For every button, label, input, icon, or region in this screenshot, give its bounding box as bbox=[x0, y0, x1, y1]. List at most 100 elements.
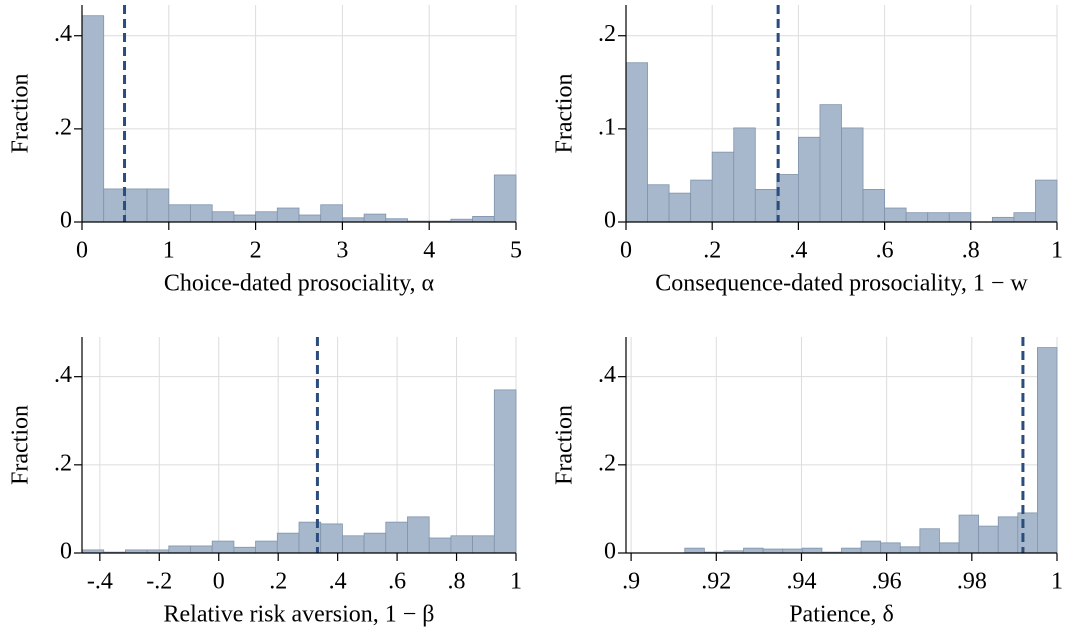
y-axis-label: Fraction bbox=[552, 74, 578, 154]
bar bbox=[884, 207, 907, 223]
x-axis-label: Relative risk aversion, 1 − β bbox=[163, 602, 434, 628]
bar bbox=[363, 532, 387, 554]
y-axis-label: Fraction bbox=[552, 405, 578, 485]
bar bbox=[81, 15, 105, 223]
x-tick-label: 1 bbox=[1051, 569, 1063, 595]
bar bbox=[168, 545, 191, 554]
bar bbox=[472, 535, 495, 554]
bar bbox=[711, 151, 735, 223]
x-tick-label: 4 bbox=[423, 238, 435, 264]
y-tick-label: .2 bbox=[54, 450, 72, 476]
x-tick-label: .9 bbox=[622, 569, 640, 595]
bar bbox=[798, 136, 821, 223]
y-tick-label: .2 bbox=[598, 21, 616, 47]
x-tick-label: .4 bbox=[789, 238, 807, 264]
bar bbox=[939, 542, 960, 554]
bar bbox=[146, 188, 170, 223]
bar bbox=[341, 217, 365, 223]
bar bbox=[743, 547, 764, 554]
bar bbox=[428, 537, 452, 554]
bar bbox=[103, 188, 126, 223]
bar bbox=[978, 525, 999, 554]
x-tick-label: 0 bbox=[76, 238, 88, 264]
bar bbox=[493, 174, 517, 223]
bar bbox=[190, 204, 213, 223]
bar bbox=[255, 211, 278, 223]
x-tick-label: 1 bbox=[163, 238, 175, 264]
bar bbox=[819, 104, 842, 223]
x-tick-label: 2 bbox=[250, 238, 262, 264]
bar bbox=[168, 204, 191, 223]
bar bbox=[991, 216, 1015, 223]
x-tick-label: .8 bbox=[448, 569, 466, 595]
bar bbox=[668, 192, 692, 223]
x-tick-label: .2 bbox=[703, 238, 721, 264]
bar bbox=[363, 213, 387, 223]
bar bbox=[276, 532, 300, 554]
x-tick-label: .96 bbox=[872, 569, 902, 595]
y-tick-label: 0 bbox=[604, 539, 616, 565]
y-tick-label: 0 bbox=[60, 539, 72, 565]
x-tick-label: 0 bbox=[213, 569, 225, 595]
bar bbox=[472, 216, 495, 223]
bar bbox=[801, 547, 823, 554]
y-tick-label: 0 bbox=[60, 208, 72, 234]
x-tick-label: .98 bbox=[957, 569, 987, 595]
y-axis-label: Fraction bbox=[8, 74, 34, 154]
bar bbox=[320, 523, 343, 554]
bar bbox=[125, 188, 148, 223]
bar bbox=[320, 204, 343, 223]
bar bbox=[684, 547, 705, 554]
x-tick-label: 5 bbox=[510, 238, 522, 264]
x-tick-label: .6 bbox=[876, 238, 894, 264]
x-tick-label: .2 bbox=[269, 569, 287, 595]
bar bbox=[341, 535, 365, 554]
y-tick-label: 0 bbox=[604, 208, 616, 234]
x-tick-label: -.4 bbox=[87, 569, 113, 595]
bar bbox=[190, 545, 213, 554]
x-tick-label: .8 bbox=[962, 238, 980, 264]
bar bbox=[407, 516, 430, 554]
bar bbox=[754, 189, 778, 223]
bar bbox=[880, 542, 901, 554]
bar bbox=[776, 174, 799, 223]
x-axis-label: Patience, δ bbox=[789, 602, 894, 628]
bar bbox=[625, 62, 648, 223]
bar bbox=[733, 127, 756, 223]
bar bbox=[841, 547, 862, 554]
x-tick-label: 1 bbox=[510, 569, 522, 595]
y-tick-label: .2 bbox=[598, 450, 616, 476]
bar bbox=[948, 212, 972, 223]
bar bbox=[211, 540, 235, 554]
x-tick-label: .92 bbox=[701, 569, 731, 595]
bar bbox=[298, 214, 322, 223]
bar bbox=[233, 546, 256, 554]
y-tick-label: .4 bbox=[598, 362, 616, 388]
y-tick-label: .4 bbox=[54, 362, 72, 388]
bar bbox=[927, 212, 950, 223]
bar bbox=[385, 521, 408, 554]
bar bbox=[1017, 512, 1038, 554]
bar bbox=[690, 179, 713, 223]
bar bbox=[647, 184, 670, 223]
bar bbox=[1035, 179, 1058, 223]
x-axis-label: Choice-dated prosociality, α bbox=[164, 271, 435, 297]
bar bbox=[276, 207, 300, 223]
bar bbox=[233, 214, 256, 223]
x-tick-label: .4 bbox=[329, 569, 347, 595]
bar bbox=[860, 540, 882, 554]
bar bbox=[862, 189, 885, 223]
bar bbox=[958, 514, 980, 554]
bar bbox=[919, 528, 940, 554]
bar bbox=[841, 127, 864, 223]
y-tick-label: .4 bbox=[54, 21, 72, 47]
y-tick-label: .2 bbox=[54, 114, 72, 140]
x-axis-label: Consequence-dated prosociality, 1 − w bbox=[655, 271, 1028, 297]
bar bbox=[255, 540, 278, 554]
bar bbox=[1037, 347, 1058, 554]
bar bbox=[211, 211, 235, 223]
y-axis-label: Fraction bbox=[8, 405, 34, 485]
bar bbox=[1013, 212, 1036, 223]
y-tick-label: .1 bbox=[598, 114, 616, 140]
